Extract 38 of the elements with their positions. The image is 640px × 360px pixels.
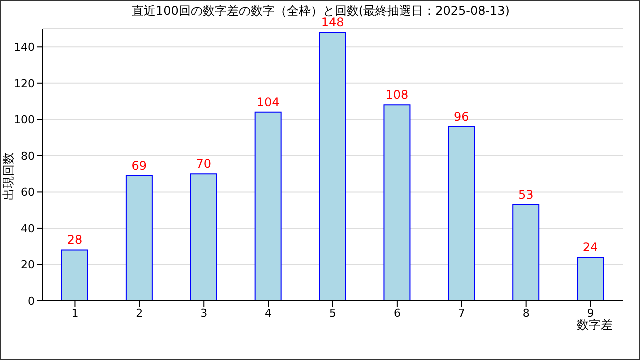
x-tick-label: 8 xyxy=(522,306,530,320)
bar xyxy=(512,204,540,301)
data-label: 96 xyxy=(454,110,470,124)
y-axis-title: 出現回数 xyxy=(0,152,16,202)
x-tick-label: 1 xyxy=(72,306,79,320)
data-label: 53 xyxy=(518,188,534,202)
x-tick-label: 6 xyxy=(394,306,401,320)
x-tick-label: 3 xyxy=(200,306,208,320)
data-label: 28 xyxy=(67,233,83,248)
data-label: 148 xyxy=(321,16,344,30)
data-label: 108 xyxy=(386,88,409,102)
y-tick-label: 20 xyxy=(21,258,35,272)
bar xyxy=(448,126,476,301)
chart-title: 直近100回の数字差の数字（全枠）と回数(最終抽選日：2025-08-13) xyxy=(130,3,511,18)
bar xyxy=(126,175,153,301)
bar xyxy=(190,174,218,301)
y-tick-label: 140 xyxy=(14,41,35,54)
bar xyxy=(254,112,282,301)
x-tick-label: 4 xyxy=(265,306,272,320)
data-label: 24 xyxy=(582,240,598,254)
y-tick-label: 100 xyxy=(14,114,35,127)
x-axis-title: 数字差 xyxy=(577,318,613,334)
y-tick-label: 40 xyxy=(21,222,35,236)
y-tick-label: 0 xyxy=(28,294,35,308)
x-tick-label: 5 xyxy=(330,306,336,320)
bar xyxy=(62,250,88,301)
bar xyxy=(577,256,604,301)
bar xyxy=(384,104,411,301)
data-label: 104 xyxy=(256,95,280,110)
x-tick-label: 9 xyxy=(587,306,594,320)
data-label: 69 xyxy=(132,158,148,173)
y-tick-label: 60 xyxy=(21,186,35,200)
x-tick-label: 2 xyxy=(136,306,144,320)
bar xyxy=(319,32,346,301)
x-tick-label: 7 xyxy=(458,306,466,320)
y-tick-label: 120 xyxy=(14,77,35,90)
data-label: 70 xyxy=(196,157,212,172)
y-tick-label: 80 xyxy=(21,150,35,163)
